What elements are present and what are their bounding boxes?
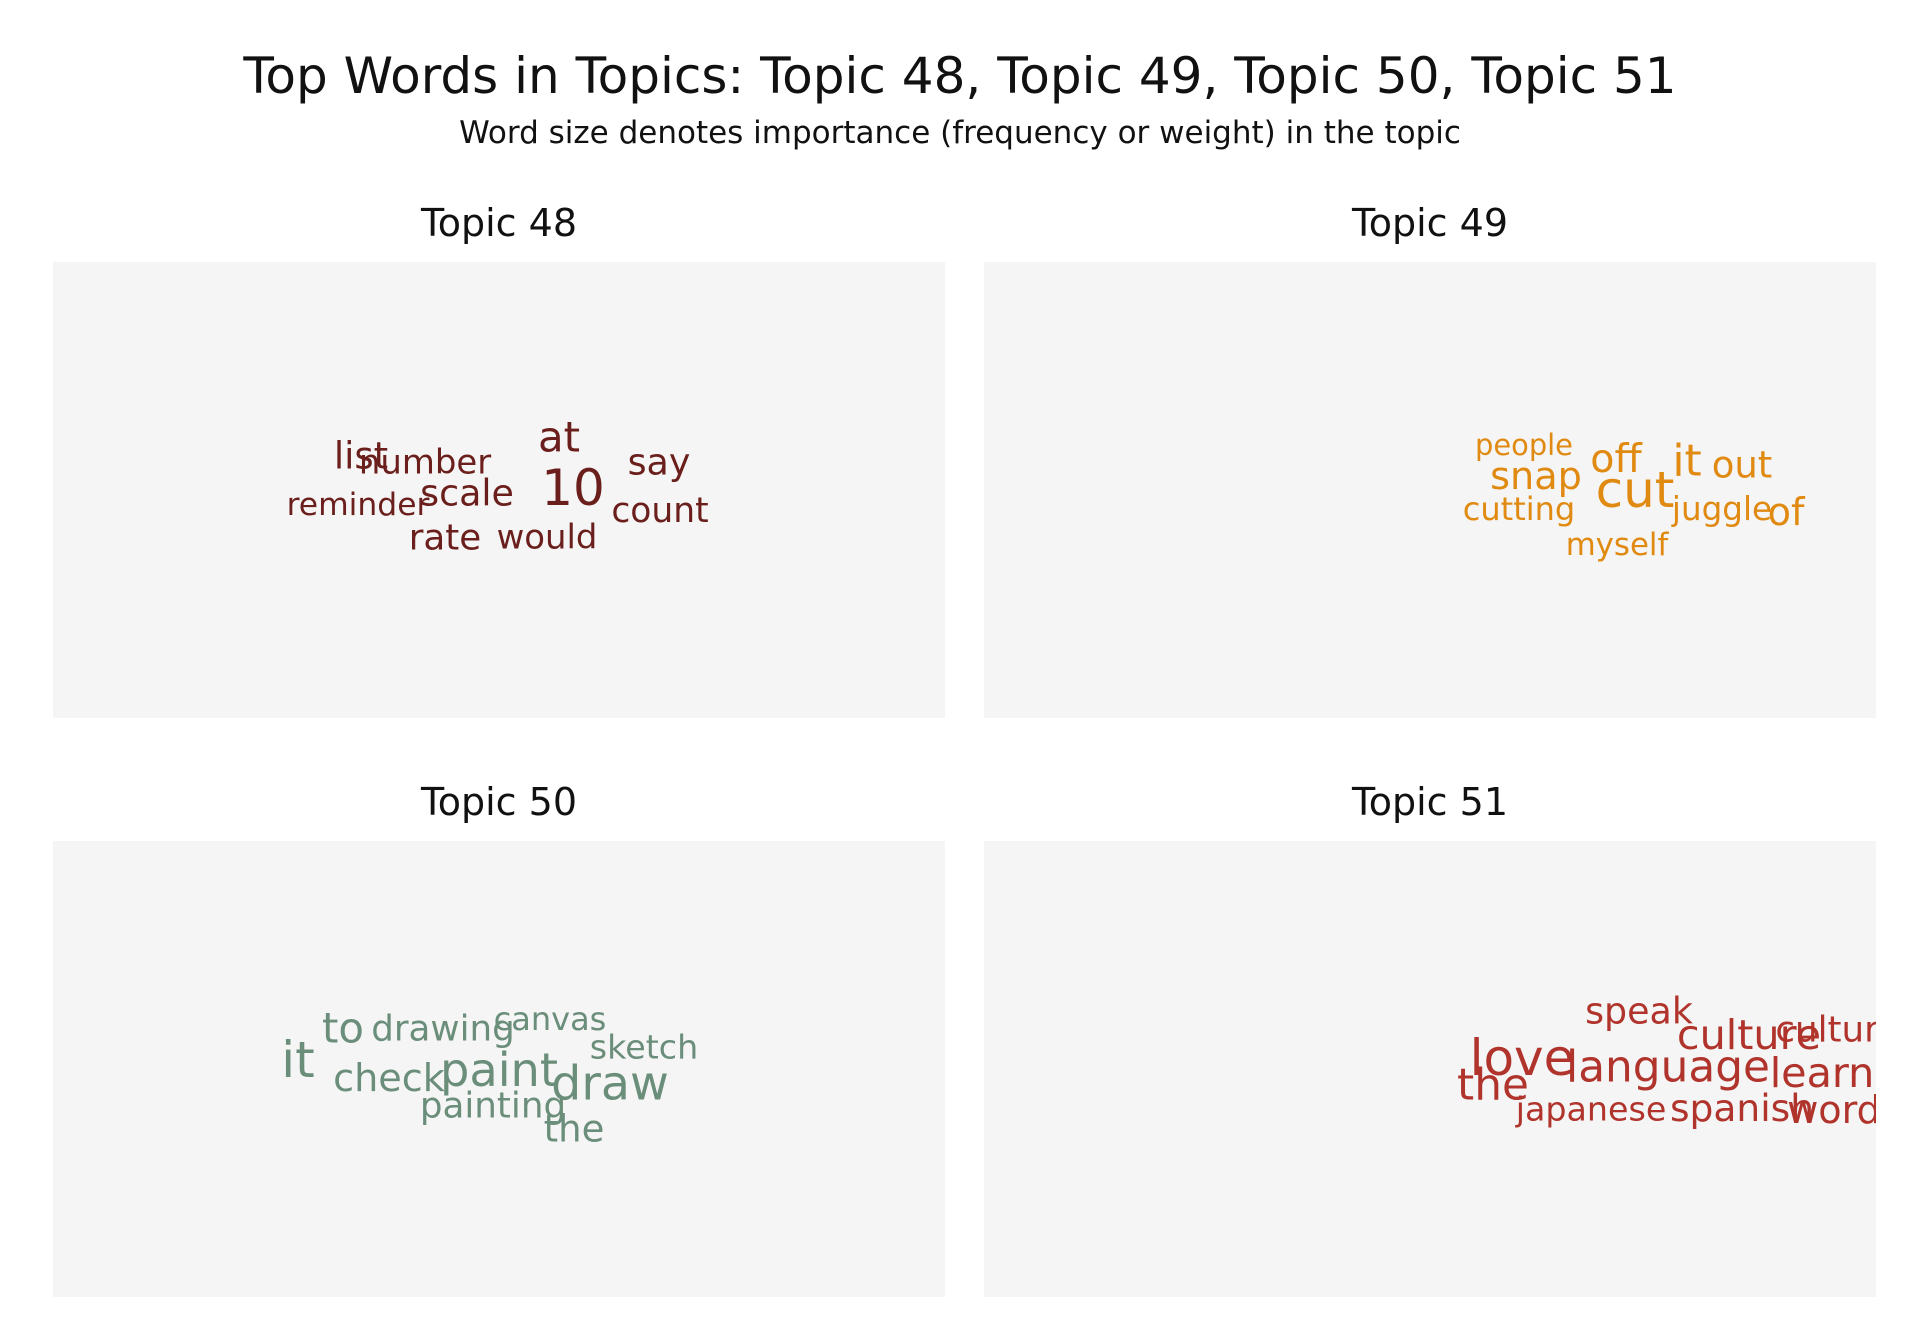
word-language: language <box>1566 1042 1770 1093</box>
word-canvas: canvas <box>494 1000 607 1038</box>
word-it: it <box>1672 436 1701 487</box>
word-culture: culture <box>1677 1011 1821 1059</box>
word-cultural: cultural <box>1775 1010 1876 1051</box>
word-say: say <box>628 441 691 484</box>
chart-title: Top Words in Topics: Topic 48, Topic 49,… <box>243 47 1677 105</box>
wordcloud-panel-topic-51: love the language culture learn word spanish sp… <box>984 841 1876 1297</box>
word-learn: learn <box>1770 1049 1875 1097</box>
word-list: list <box>334 435 388 478</box>
word-it: it <box>281 1031 315 1089</box>
word-painting: painting <box>420 1086 566 1127</box>
word-sketch: sketch <box>590 1028 698 1067</box>
word-number: number <box>359 443 491 482</box>
word-cutting: cutting <box>1463 490 1575 528</box>
wordcloud-panel-topic-49: cut it off snap of out juggle cutting myself peop… <box>984 262 1876 718</box>
word-of: of <box>1768 491 1806 535</box>
word-10: 10 <box>541 459 605 517</box>
word-speak: speak <box>1585 990 1693 1033</box>
word-snap: snap <box>1490 455 1582 499</box>
word-cut: cut <box>1596 461 1675 519</box>
word-check: check <box>333 1057 445 1101</box>
word-to: to <box>322 1004 364 1053</box>
word-the: the <box>1457 1060 1529 1111</box>
word-spanish: spanish <box>1670 1086 1814 1130</box>
word-paint: paint <box>440 1043 558 1097</box>
word-word: word <box>1787 1089 1876 1133</box>
wordcloud-panel-topic-48: 10 at list say scale rate count would number remi… <box>53 262 945 718</box>
word-love: love <box>1470 1029 1575 1087</box>
word-scale: scale <box>420 472 514 515</box>
word-myself: myself <box>1566 527 1670 563</box>
word-count: count <box>611 491 708 531</box>
word-rate: rate <box>409 518 482 559</box>
panel-title-topic-51: Topic 51 <box>1351 780 1508 824</box>
panel-title-topic-49: Topic 49 <box>1351 201 1508 245</box>
word-the: the <box>544 1108 605 1151</box>
word-juggle: juggle <box>1671 490 1772 528</box>
panel-title-topic-50: Topic 50 <box>420 780 577 824</box>
word-out: out <box>1712 444 1773 487</box>
word-would: would <box>497 518 598 557</box>
word-reminder: reminder <box>287 487 430 523</box>
word-at: at <box>538 413 580 462</box>
word-japanese: japanese <box>1515 1090 1667 1129</box>
word-draw: draw <box>551 1057 669 1112</box>
panel-title-topic-48: Topic 48 <box>420 201 577 245</box>
chart-subtitle: Word size denotes importance (frequency … <box>459 115 1461 151</box>
word-off: off <box>1590 436 1642 482</box>
word-drawing: drawing <box>371 1009 515 1050</box>
word-people: people <box>1475 428 1573 462</box>
wordcloud-panel-topic-50: it draw paint to check the painting drawing sket… <box>53 841 945 1297</box>
